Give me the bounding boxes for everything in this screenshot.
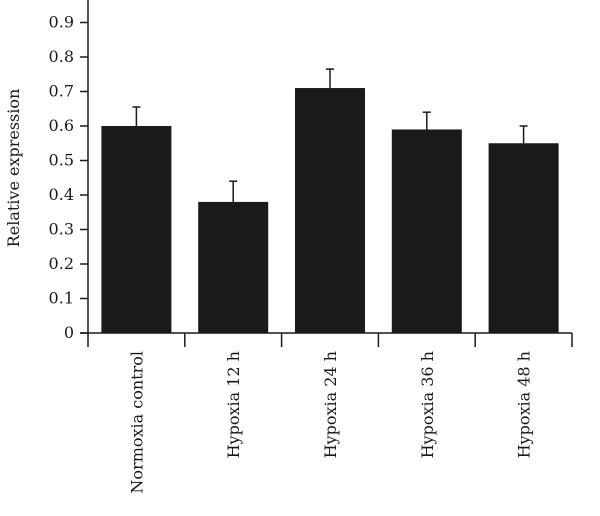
- y-tick-label: 0.3: [49, 220, 74, 239]
- y-tick-label: 0.2: [49, 254, 74, 273]
- y-tick-label: 0.1: [49, 289, 74, 308]
- y-tick-label: 0.5: [49, 151, 74, 170]
- x-tick-label: Hypoxia 12 h: [224, 351, 243, 458]
- x-tick-label: Hypoxia 48 h: [515, 351, 534, 458]
- y-tick-label: 0.6: [49, 116, 74, 135]
- x-tick-label: Hypoxia 24 h: [321, 351, 340, 458]
- bar: [101, 126, 172, 333]
- bar: [295, 88, 365, 333]
- bar: [391, 129, 462, 333]
- y-tick-label: 0.7: [49, 82, 74, 101]
- y-tick-label: 0: [64, 323, 74, 342]
- y-tick-label: 0.9: [49, 13, 74, 32]
- plot-area: 0 0.1 0.2 0.3 0.4 0.5 0.6 0.7 0.8 0.9 Normoxia con…: [49, 0, 573, 494]
- x-tick-label: Hypoxia 36 h: [418, 351, 437, 458]
- y-tick-label: 0.8: [49, 47, 74, 66]
- y-axis-label: Relative expression: [4, 89, 23, 248]
- bar: [198, 201, 269, 333]
- bar: [488, 143, 559, 333]
- y-tick-label: 0.4: [49, 185, 74, 204]
- x-tick-label: Normoxia control: [127, 351, 146, 494]
